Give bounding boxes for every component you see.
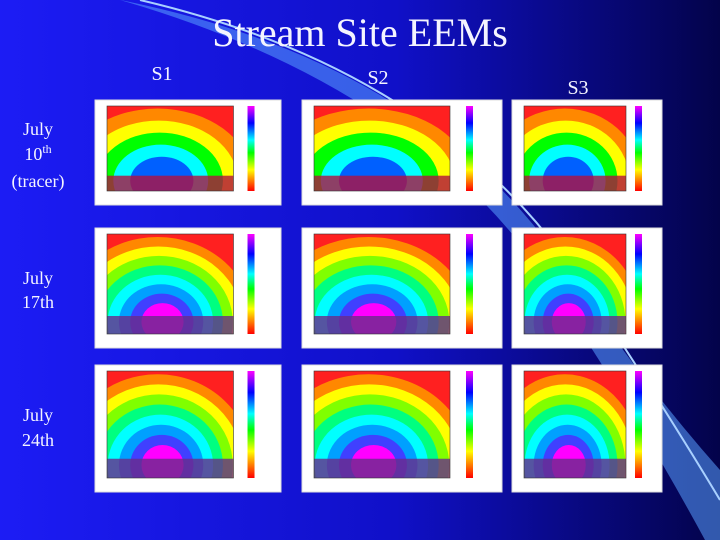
- colorbar: [635, 234, 642, 334]
- eem-panel: [511, 364, 663, 493]
- colorbar: [247, 371, 255, 478]
- scatter-band: [314, 175, 450, 191]
- colorbar: [466, 234, 473, 334]
- colorbar: [247, 234, 255, 334]
- eem-panel: [301, 99, 503, 206]
- plot-axis: [106, 370, 234, 479]
- eem-panel: [94, 227, 282, 349]
- eem-plot: [524, 371, 626, 478]
- slide-title: Stream Site EEMs: [212, 10, 508, 55]
- row-label: 10th: [24, 142, 51, 164]
- eem-plot: [107, 371, 234, 478]
- colorbar: [466, 106, 473, 191]
- eem-panel: [511, 227, 663, 349]
- row-label: (tracer): [12, 171, 65, 192]
- eem-plot: [107, 106, 234, 191]
- eem-panel: [94, 364, 282, 493]
- column-label: S3: [567, 77, 588, 99]
- column-label: S2: [367, 67, 388, 89]
- eem-plot: [107, 234, 234, 334]
- eem-plot: [524, 106, 626, 191]
- row-label: July: [23, 119, 53, 139]
- plot-axis: [523, 105, 627, 192]
- eem-panel: [301, 364, 503, 493]
- eem-panel: [94, 99, 282, 206]
- scatter-band: [524, 458, 626, 478]
- column-label: S1: [151, 63, 172, 85]
- plot-axis: [313, 370, 451, 479]
- plot-axis: [106, 105, 234, 192]
- scatter-band: [107, 175, 234, 191]
- plot-axis: [523, 370, 627, 479]
- colorbar: [247, 106, 255, 191]
- scatter-band: [107, 316, 234, 334]
- eem-panel: [301, 227, 503, 349]
- scatter-band: [524, 316, 626, 334]
- colorbar: [635, 106, 642, 191]
- plot-axis: [313, 105, 451, 192]
- eem-plot: [314, 106, 450, 191]
- scatter-band: [314, 316, 450, 334]
- row-label-sup: th: [42, 142, 51, 156]
- row-label: July: [23, 405, 53, 425]
- row-label: 17th: [22, 292, 54, 312]
- row-label-text: 10: [24, 144, 42, 164]
- plot-axis: [106, 233, 234, 335]
- eem-panel: [511, 99, 663, 206]
- scatter-band: [524, 175, 626, 191]
- row-label: July: [23, 268, 53, 288]
- plot-axis: [313, 233, 451, 335]
- eem-plot: [314, 371, 450, 478]
- scatter-band: [314, 458, 450, 478]
- panels: [94, 99, 663, 493]
- row-label: 24th: [22, 430, 54, 450]
- plot-axis: [523, 233, 627, 335]
- eem-plot: [314, 234, 450, 334]
- colorbar: [635, 371, 642, 478]
- colorbar: [466, 371, 473, 478]
- eem-plot: [524, 234, 626, 334]
- scatter-band: [107, 458, 234, 478]
